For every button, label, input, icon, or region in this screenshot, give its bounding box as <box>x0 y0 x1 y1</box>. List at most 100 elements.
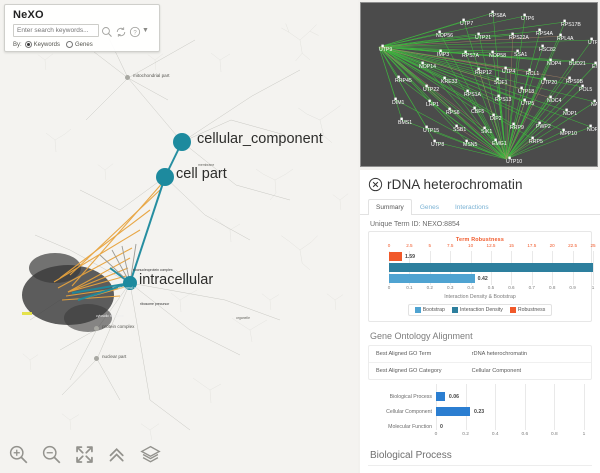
radio-option-keywords[interactable]: Keywords <box>24 41 60 48</box>
robustness-chart-card: Term Robustness 0 2.5 5 7.5 10 12.5 15 17.5 20 22… <box>368 231 596 322</box>
bottom-axis-tick: 0.5 <box>487 285 495 290</box>
gene-interaction-network[interactable]: UTP9 RPS8A UTP6 UTP7 RPS17B NOP56 UTP21 RPS4A RP… <box>360 2 598 167</box>
bar-value-robustness: 1.59 <box>404 254 416 260</box>
radio-keywords-icon[interactable] <box>24 41 32 48</box>
svg-text:?: ? <box>133 30 137 36</box>
gene-label: MPP10 <box>560 131 577 137</box>
panel-body: Unique Term ID: NEXO:8854 Term Robustnes… <box>360 221 600 466</box>
legend-item-interaction-density: Interaction Density <box>451 307 503 313</box>
robustness-plot: 1.59 0.42 <box>375 251 594 285</box>
app-title: NeXO <box>13 9 44 21</box>
panel-tabs[interactable]: Summary Genes Interactions <box>360 198 600 215</box>
gene-label: RPS8A <box>489 13 507 19</box>
bottom-axis-tick: 0.6 <box>508 285 515 290</box>
close-circle-icon[interactable] <box>368 177 383 192</box>
search-icon[interactable] <box>101 25 113 37</box>
top-axis-tick: 22.5 <box>568 243 578 248</box>
gene-node <box>516 49 519 52</box>
sync-icon[interactable] <box>115 25 127 37</box>
top-axis-tick: 7.5 <box>446 243 454 248</box>
go-bar-value: 0 <box>440 424 443 430</box>
go-bar-value: 0.23 <box>474 409 485 415</box>
gene-node <box>511 32 514 35</box>
gene-node <box>394 97 397 100</box>
table-row: Best Aligned GO Category Cellular Compon… <box>369 363 591 379</box>
tab-interactions[interactable]: Interactions <box>454 204 489 211</box>
gene-label: BUD21 <box>569 61 586 67</box>
graph-node-protein-complex[interactable] <box>94 326 99 331</box>
graph-node-mitochondrial-part[interactable] <box>125 75 130 80</box>
gene-node <box>438 30 441 33</box>
zoom-out-icon[interactable] <box>41 444 62 465</box>
gene-label: NOC4 <box>547 98 562 104</box>
gene-label: NOP6 <box>587 127 598 133</box>
panel-header: rDNA heterochromatin <box>360 170 600 195</box>
go-alignment-table: Best Aligned GO Term rDNA heterochromati… <box>368 345 592 380</box>
top-axis-tick: 2.5 <box>406 243 413 248</box>
go-category-chart: 0 0.2 0.4 0.6 0.8 1 Biological Process 0.06 Cell… <box>368 384 592 446</box>
gene-node <box>491 50 494 53</box>
gene-node <box>397 75 400 78</box>
fit-to-screen-icon[interactable] <box>74 444 95 465</box>
go-axis-tick: 0.4 <box>491 432 499 437</box>
graph-node-cell-part[interactable] <box>156 168 174 186</box>
graph-node-intracellular[interactable] <box>123 276 137 290</box>
radio-genes-icon[interactable] <box>66 41 74 48</box>
gene-label: DIM1 <box>392 100 405 106</box>
graph-node-nuclear-part[interactable] <box>94 356 99 361</box>
gene-label: RPS13 <box>495 97 512 103</box>
gene-node <box>512 122 515 125</box>
help-icon[interactable]: ? <box>129 25 141 37</box>
legend-item-robustness: Robustness <box>509 307 545 313</box>
gene-node <box>523 98 526 101</box>
search-by-row[interactable]: By: Keywords Genes <box>13 41 153 48</box>
gene-label: RPS1A <box>464 92 482 98</box>
chevron-down-icon[interactable]: ▼ <box>142 27 149 34</box>
go-category-label: Cellular Component <box>386 408 432 415</box>
graph-toolbar[interactable] <box>0 435 358 473</box>
bp-divider <box>368 465 592 466</box>
go-axis-tick: 0 <box>434 432 438 437</box>
go-bar-value: 0.06 <box>448 394 459 400</box>
gene-label: UTP22 <box>423 87 439 93</box>
graph-node-cellular-component[interactable] <box>173 133 191 151</box>
gene-label: RPS7A <box>462 53 480 59</box>
network-view[interactable]: cellular_component cell part intracellul… <box>0 0 358 473</box>
layers-icon[interactable] <box>140 444 161 465</box>
gene-node <box>428 99 431 102</box>
gene-node <box>381 44 384 47</box>
ontology-tree-graph[interactable] <box>0 0 358 473</box>
top-axis-tick: 17.5 <box>527 243 537 248</box>
gene-node <box>523 13 526 16</box>
legend-swatch-robustness <box>509 307 516 313</box>
gene-node <box>496 77 499 80</box>
gene-node <box>494 138 497 141</box>
collapse-icon[interactable] <box>107 444 128 465</box>
radio-option-genes[interactable]: Genes <box>66 41 93 48</box>
gene-node <box>425 84 428 87</box>
robustness-bottom-axis: 0 0.1 0.2 0.3 0.4 0.5 0.6 0.7 0.8 0.9 1 <box>375 285 595 293</box>
gene-label: DIP2 <box>490 116 502 122</box>
gene-label: UTP21 <box>475 35 491 41</box>
search-row[interactable]: ? ▼ <box>13 24 153 37</box>
gene-node <box>425 125 428 128</box>
gene-label: UTP6 <box>521 16 534 22</box>
tab-summary[interactable]: Summary <box>368 199 412 215</box>
zoom-in-icon[interactable] <box>8 444 29 465</box>
gene-label: NOP58 <box>489 53 506 59</box>
search-input[interactable] <box>13 24 99 37</box>
robustness-chart-title: Term Robustness <box>455 237 505 243</box>
top-axis-tick: 15 <box>508 243 514 248</box>
search-panel[interactable]: NeXO ? ▼ By: Keywords Genes <box>4 4 160 52</box>
gene-node <box>465 139 468 142</box>
tab-genes[interactable]: Genes <box>419 204 439 211</box>
term-info-panel[interactable]: rDNA heterochromatin Summary Genes Inter… <box>360 170 600 473</box>
legend-label-interaction-density: Interaction Density <box>459 307 503 313</box>
robustness-x-axis-label: Interaction Density & Bootstrap <box>444 294 516 300</box>
gene-label: PWP2 <box>536 124 551 130</box>
gene-node <box>462 18 465 21</box>
robustness-legend: Bootstrap Interaction Density Robustness <box>407 304 553 316</box>
bar-bootstrap <box>389 274 475 283</box>
